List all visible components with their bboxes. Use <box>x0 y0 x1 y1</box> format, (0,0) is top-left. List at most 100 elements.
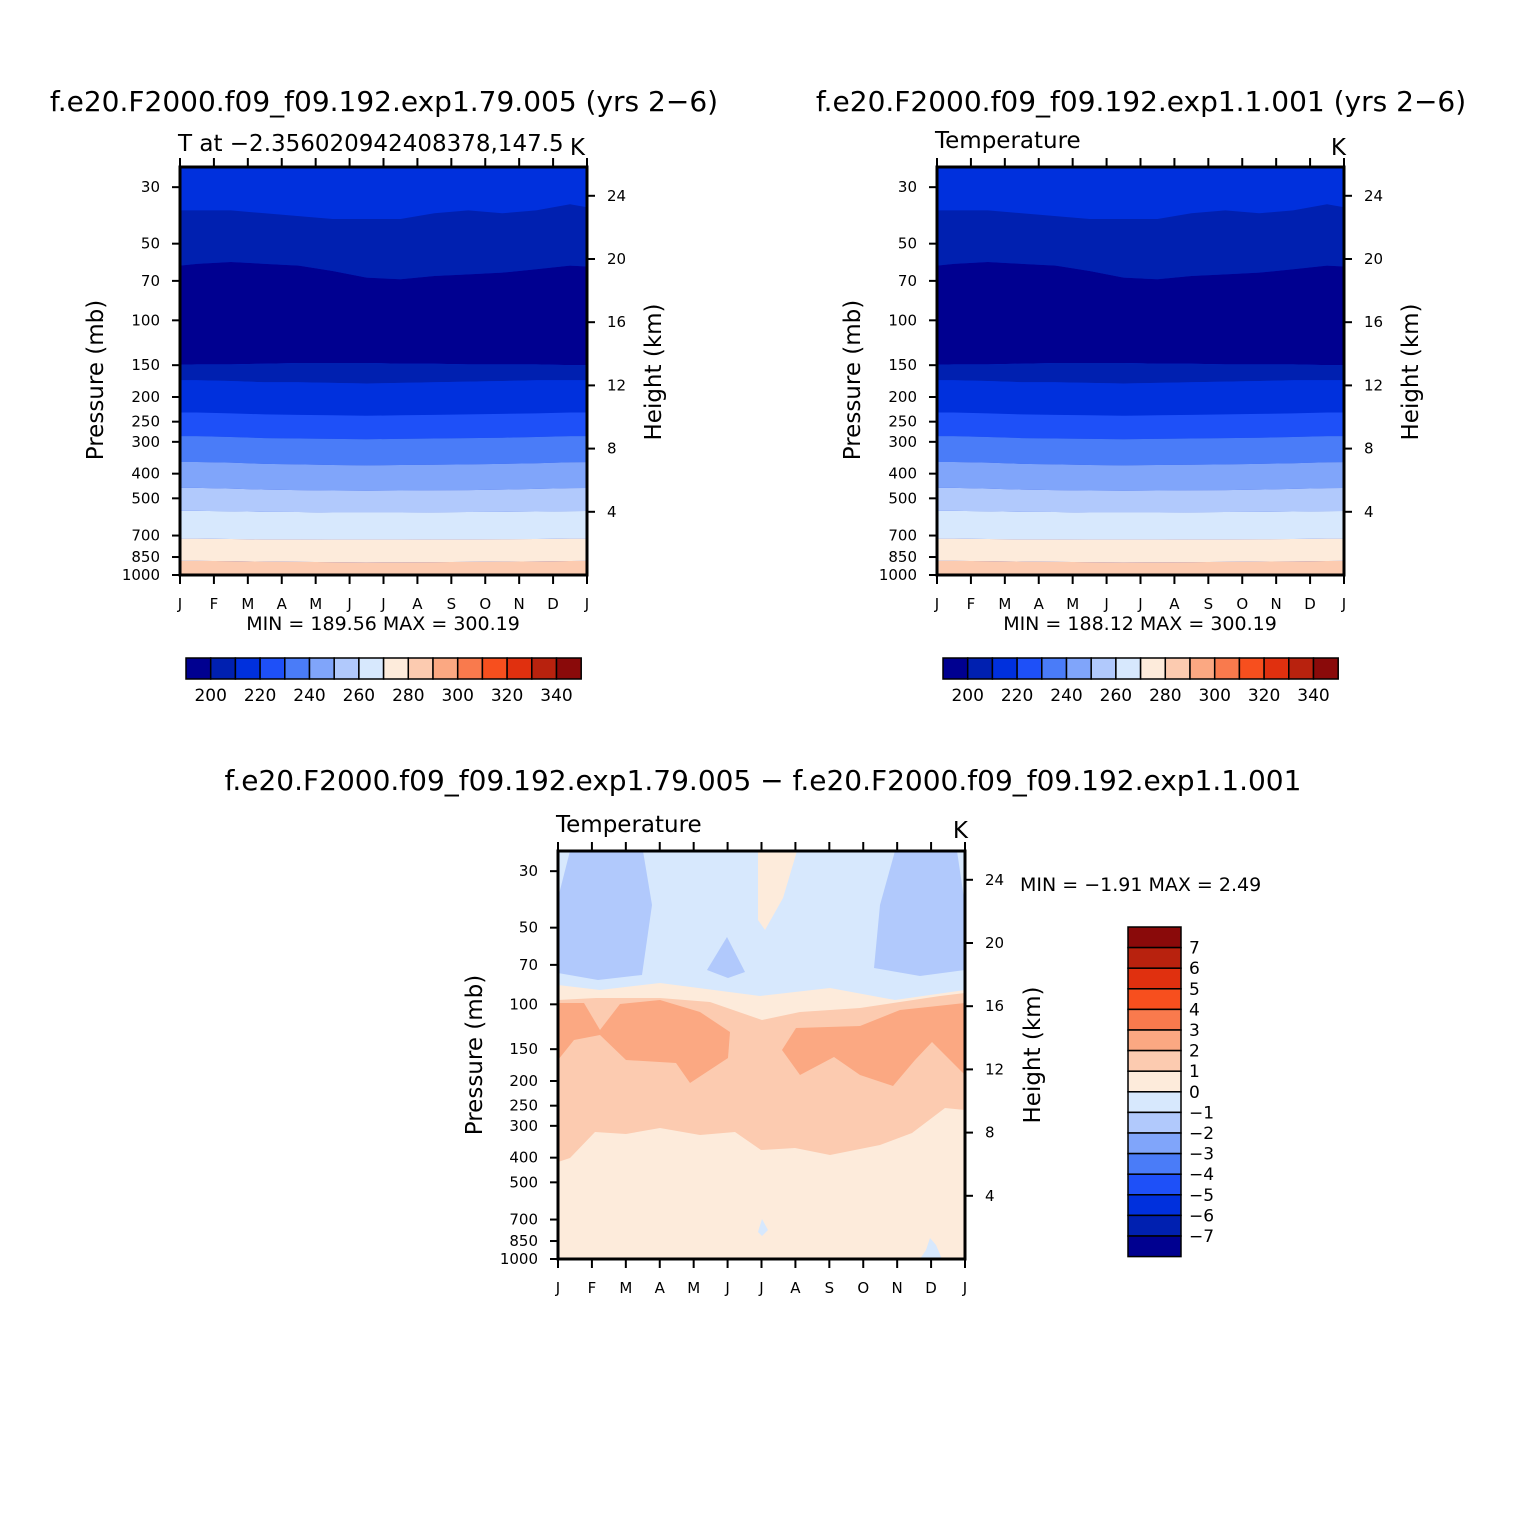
month-tick-label: M <box>309 595 322 613</box>
contour-band <box>937 204 1344 280</box>
diff-region-2-3-left <box>558 1000 730 1083</box>
diff-region-neg2-left <box>558 851 652 980</box>
colorbar-box <box>308 657 335 680</box>
month-tick-label: J <box>962 1279 967 1297</box>
colorbar-label: 6 <box>1189 959 1200 979</box>
month-tick-label: J <box>380 595 385 613</box>
colorbar-label: −2 <box>1189 1124 1214 1144</box>
pressure-tick-label: 30 <box>519 862 538 880</box>
colorbar-label: −1 <box>1189 1103 1214 1123</box>
month-tick-label: J <box>724 1279 729 1297</box>
diff-region-neg-low-1 <box>758 1219 768 1236</box>
height-tick-label: 20 <box>985 934 1004 952</box>
month-tick-label: J <box>934 595 939 613</box>
month-tick-label: J <box>1103 595 1108 613</box>
colorbar-box <box>1238 657 1265 680</box>
colorbar-label: 260 <box>1100 686 1132 706</box>
colorbar-box <box>481 657 508 680</box>
month-tick-label: S <box>825 1279 835 1297</box>
pressure-tick-label: 50 <box>141 235 160 253</box>
colorbar-label: 260 <box>343 686 375 706</box>
contour-band <box>937 487 1344 513</box>
month-tick-label: J <box>584 595 589 613</box>
pressure-tick-label: 400 <box>888 465 917 483</box>
pressure-tick-label: 250 <box>131 413 160 431</box>
contour-band <box>180 362 587 384</box>
colorbar-label: 280 <box>1149 686 1181 706</box>
colorbar-box <box>1016 657 1043 680</box>
colorbar-box <box>1127 1049 1182 1072</box>
colorbar-box <box>1127 946 1182 969</box>
panel-diff-min-max: MIN = −1.91 MAX = 2.49 <box>1020 874 1261 896</box>
colorbar-box <box>1127 926 1182 949</box>
month-tick-label: N <box>514 595 525 613</box>
colorbar-label: −4 <box>1189 1165 1214 1185</box>
month-tick-label: A <box>412 595 423 613</box>
colorbar-box <box>942 657 969 680</box>
colorbar-box <box>185 657 212 680</box>
colorbar-box <box>407 657 434 680</box>
month-tick-label: M <box>1066 595 1079 613</box>
height-tick-label: 24 <box>607 187 626 205</box>
height-tick-label: 4 <box>1364 503 1374 521</box>
diff-region-neg2-right <box>874 851 965 976</box>
pressure-tick-label: 200 <box>888 388 917 406</box>
panel-model-b: f.e20.F2000.f09_f09.192.exp1.1.001 (yrs … <box>816 85 1466 706</box>
contour-band <box>180 261 587 366</box>
panel-a-ylabel: Pressure (mb) <box>83 300 109 460</box>
pressure-tick-label: 700 <box>888 527 917 545</box>
pressure-tick-label: 100 <box>888 311 917 329</box>
height-tick-label: 4 <box>985 1187 995 1205</box>
contour-band <box>180 204 587 280</box>
colorbar-box <box>234 657 261 680</box>
height-tick-label: 16 <box>985 997 1004 1015</box>
pressure-tick-label: 150 <box>888 356 917 374</box>
month-tick-label: D <box>1304 595 1316 613</box>
height-tick-label: 4 <box>607 503 617 521</box>
colorbar-label: 2 <box>1189 1042 1200 1062</box>
colorbar-box <box>1213 657 1241 680</box>
colorbar-box <box>1127 1214 1182 1237</box>
panel-b-height-axis: 4 8 12 16 20 24 <box>1344 187 1383 521</box>
colorbar-box <box>1189 657 1216 680</box>
colorbar-label: 300 <box>1198 686 1230 706</box>
height-tick-label: 8 <box>607 440 617 458</box>
panel-a-ylabel-right: Height (km) <box>641 303 667 440</box>
colorbar-box <box>382 657 410 680</box>
colorbar-box <box>531 657 558 680</box>
contour-band <box>937 261 1344 366</box>
contour-band <box>937 538 1344 563</box>
colorbar-box <box>1127 1111 1182 1134</box>
panel-model-a: f.e20.F2000.f09_f09.192.exp1.79.005 (yrs… <box>50 85 718 706</box>
panel-a-colorbar: 200 220 240 260 280 300 320 340 <box>185 657 582 706</box>
colorbar-box <box>1127 1235 1182 1258</box>
colorbar-box <box>259 657 286 680</box>
pressure-tick-label: 250 <box>888 413 917 431</box>
contour-band <box>937 510 1344 540</box>
height-tick-label: 8 <box>1364 440 1374 458</box>
panel-a-units: K <box>570 135 586 161</box>
panel-b-contour-fill <box>937 167 1344 575</box>
colorbar-box <box>209 657 237 680</box>
height-tick-label: 12 <box>1364 376 1383 394</box>
month-tick-label: J <box>1341 595 1346 613</box>
pressure-tick-label: 70 <box>519 956 538 974</box>
panel-b-units: K <box>1331 135 1347 161</box>
panel-diff-ylabel-right: Height (km) <box>1020 986 1046 1123</box>
pressure-tick-label: 500 <box>509 1173 538 1191</box>
pressure-tick-label: 500 <box>131 489 160 507</box>
panel-b-subtitle: Temperature <box>934 128 1081 154</box>
pressure-tick-label: 50 <box>898 235 917 253</box>
panel-a-subtitle: T at −2.356020942408378,147.5 <box>177 131 564 157</box>
month-tick-label: M <box>687 1279 700 1297</box>
contour-band <box>180 510 587 540</box>
contour-band <box>180 560 587 575</box>
pressure-tick-label: 500 <box>888 489 917 507</box>
pressure-tick-label: 30 <box>141 178 160 196</box>
panel-diff-height-axis: 4 8 12 16 20 24 <box>965 871 1004 1205</box>
month-tick-label: J <box>177 595 182 613</box>
pressure-tick-label: 700 <box>509 1211 538 1229</box>
